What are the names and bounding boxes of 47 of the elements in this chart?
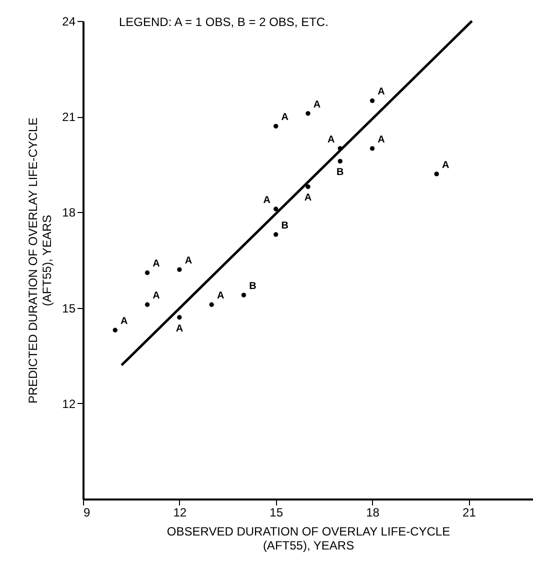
- point: [370, 98, 375, 104]
- data-label: B: [249, 281, 256, 292]
- x-tick-label: 15: [270, 506, 284, 520]
- y-tick-label: 18: [62, 206, 76, 220]
- point: [274, 124, 278, 128]
- x-tick-label: 12: [173, 506, 187, 520]
- y-tick-label: 21: [62, 110, 76, 124]
- point: [338, 146, 342, 151]
- point: [177, 267, 182, 272]
- point: [144, 302, 150, 307]
- point: [306, 111, 310, 116]
- point: [177, 315, 182, 320]
- point: [112, 328, 118, 332]
- data-label: B: [281, 220, 288, 232]
- y-tick-label: 24: [62, 14, 76, 28]
- data-label: A: [328, 134, 335, 146]
- x-axis-title: OBSERVED DURATION OF OVERLAY LIFE-CYCLE (AFT55), YEARS: [166, 524, 450, 552]
- data-label: A: [152, 258, 160, 270]
- point: [209, 302, 214, 307]
- x-tick-label: 21: [462, 506, 476, 520]
- point: [144, 270, 150, 276]
- data-label: A: [313, 99, 321, 110]
- x-tick-label: 9: [84, 506, 90, 520]
- data-label: A: [120, 316, 128, 328]
- data-label: A: [152, 290, 160, 302]
- data-label: A: [216, 290, 224, 302]
- data-label: A: [184, 256, 192, 267]
- data-label: B: [336, 167, 344, 178]
- point: [370, 146, 375, 151]
- y-axis-title: PREDICTED DURATION OF OVERLAY LIFE-CYCLE (AFT55), YEARS: [26, 117, 54, 404]
- data-label: A: [281, 112, 288, 124]
- y-tick-label: 12: [62, 396, 76, 411]
- y-tick-label: 15: [62, 301, 76, 316]
- point: [274, 232, 278, 237]
- data-label: A: [442, 160, 450, 171]
- data-label: A: [378, 134, 385, 146]
- data-label: A: [176, 323, 184, 334]
- data-label: A: [378, 86, 385, 98]
- data-label: A: [263, 195, 270, 206]
- annotation: LEGEND: A = 1 OBS, B = 2 OBS, ETC.: [119, 15, 328, 29]
- point: [338, 158, 342, 164]
- point: [274, 206, 278, 212]
- point: [241, 292, 246, 298]
- x-tick-label: 18: [366, 506, 380, 520]
- point: [434, 172, 439, 176]
- point: [306, 184, 310, 190]
- data-label: A: [304, 192, 312, 204]
